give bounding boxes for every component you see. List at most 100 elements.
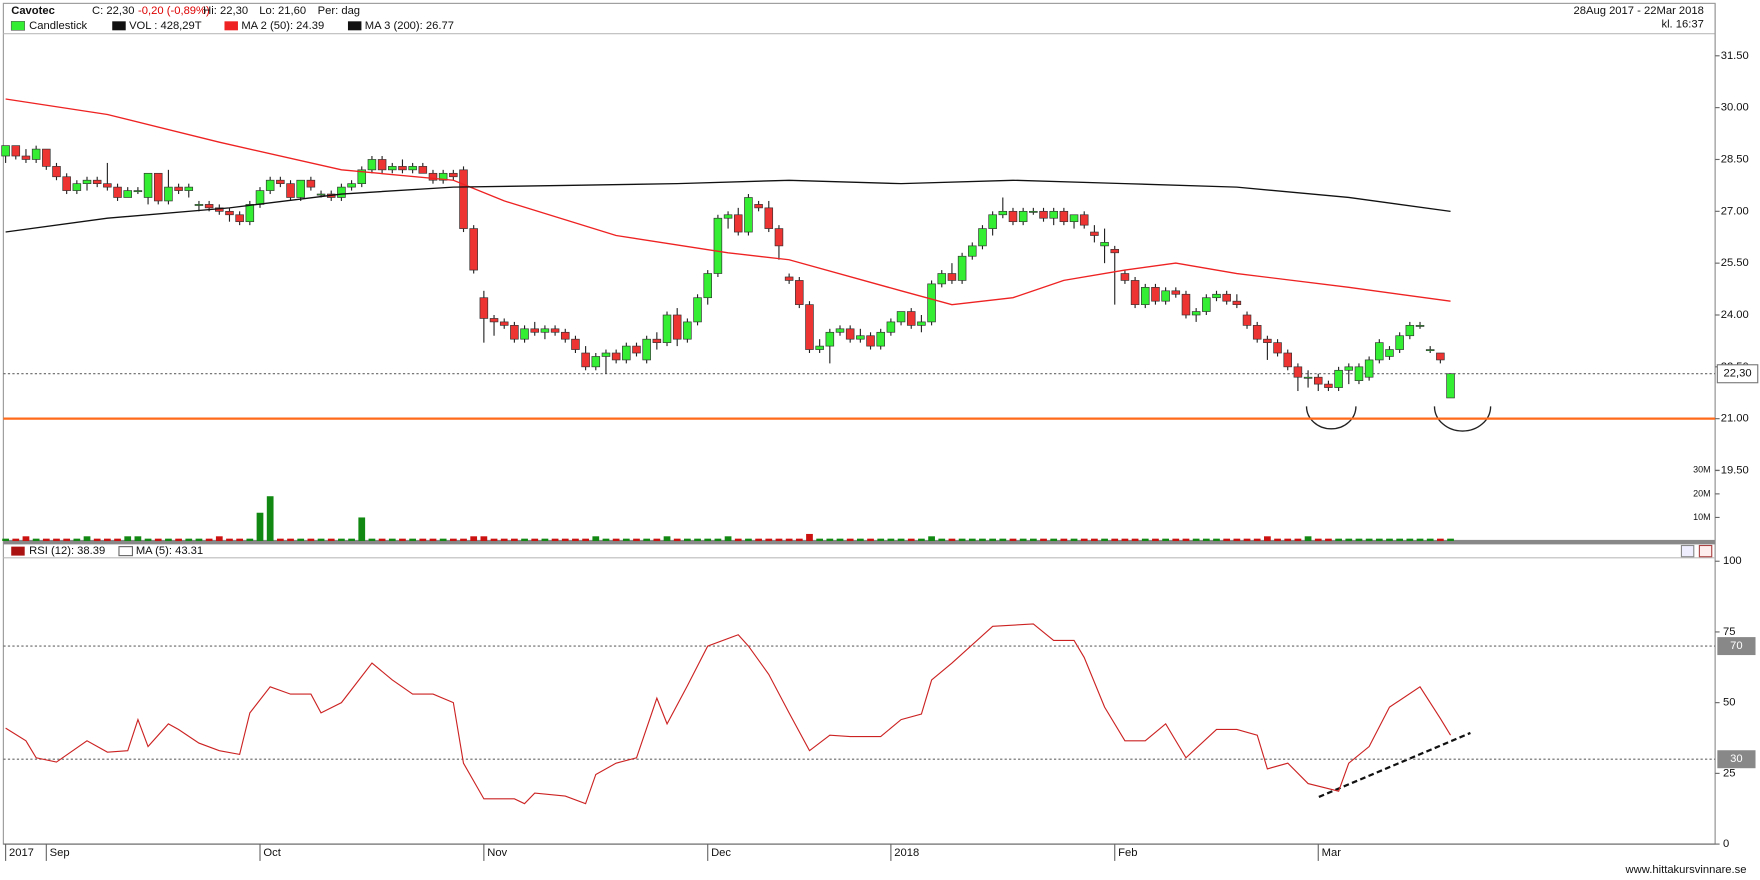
- volume-bar: [785, 538, 793, 542]
- volume-bar: [745, 538, 752, 542]
- legend-rsi[interactable]: RSI (12): 38.39: [29, 545, 105, 557]
- volume-bar: [856, 538, 864, 542]
- candle-body: [713, 217, 723, 274]
- legend-volume[interactable]: VOL : 428,29T: [129, 20, 202, 32]
- candle-body: [1263, 338, 1272, 343]
- candle-body: [896, 311, 906, 323]
- change: -0,20 (-0,89%): [138, 5, 210, 17]
- volume-bar: [551, 538, 559, 542]
- y-tick-label: 50: [1723, 697, 1735, 709]
- candle-body: [367, 159, 377, 171]
- candle-body: [1415, 325, 1425, 327]
- volume-bar: [1101, 538, 1108, 542]
- volume-bar: [633, 538, 640, 542]
- volume-bar: [1426, 538, 1434, 542]
- candle-body: [632, 345, 641, 354]
- volume-bar: [470, 536, 478, 542]
- candle-body: [1039, 210, 1048, 219]
- candle-body: [1324, 383, 1333, 388]
- series-line: [5, 623, 1452, 805]
- close-button[interactable]: [1698, 544, 1713, 558]
- candle-body: [174, 186, 183, 191]
- volume-bar: [1365, 538, 1373, 542]
- candle-body: [92, 179, 102, 185]
- candle-body: [876, 331, 885, 347]
- volume-bar: [1111, 538, 1119, 542]
- volume-bar: [1152, 538, 1159, 542]
- volume-bar: [53, 538, 60, 542]
- candle-body: [652, 338, 662, 343]
- volume-bar: [1091, 538, 1098, 542]
- candle-body: [184, 186, 194, 191]
- candle-body: [520, 328, 529, 340]
- volume-bar: [2, 538, 9, 542]
- legend-ma50[interactable]: MA 2 (50): 24.39: [241, 20, 324, 32]
- candle-body: [1334, 369, 1343, 388]
- candle-body: [1100, 242, 1109, 247]
- date-range: 28Aug 2017 - 22Mar 2018: [1574, 5, 1704, 17]
- candle-body: [235, 214, 244, 223]
- y-tick-label: 25: [1723, 767, 1735, 779]
- candle-body: [286, 183, 295, 198]
- volume-bar: [114, 538, 121, 542]
- volume-bar: [73, 538, 81, 542]
- candle-body: [968, 245, 977, 257]
- candle-body: [754, 204, 763, 209]
- candle-body: [1212, 293, 1221, 299]
- volume-bar: [938, 538, 946, 542]
- legend-ma200[interactable]: MA 3 (200): 26.77: [365, 20, 454, 32]
- candle-body: [418, 166, 428, 174]
- candle-body: [927, 283, 936, 323]
- volume-bar: [1396, 538, 1404, 542]
- candle-body: [1425, 349, 1435, 352]
- candle-body: [428, 172, 438, 181]
- candle-body: [1079, 214, 1089, 226]
- volume-bar: [877, 538, 885, 542]
- level-label: 70: [1730, 640, 1742, 652]
- candle-body: [937, 273, 947, 285]
- candle-body: [906, 311, 916, 326]
- candle-body: [438, 172, 448, 181]
- settings-button[interactable]: [1680, 544, 1695, 558]
- volume-bar: [205, 538, 213, 542]
- candle-body: [316, 193, 326, 196]
- volume-bar: [1009, 538, 1017, 542]
- volume-bar: [317, 538, 325, 542]
- legend-rsi-ma[interactable]: MA (5): 43.31: [136, 545, 203, 557]
- volume-bar: [256, 512, 264, 542]
- x-tick-label: Nov: [487, 847, 507, 859]
- volume-bar: [806, 533, 813, 542]
- volume-bar: [22, 536, 30, 542]
- candle-body: [52, 166, 61, 178]
- trend-line: [1318, 731, 1471, 798]
- volume-bar: [918, 538, 925, 542]
- volume-bar: [358, 517, 366, 542]
- volume-bar: [93, 538, 101, 542]
- candle-body: [103, 183, 112, 188]
- volume-bar: [602, 538, 610, 542]
- volume-bar: [622, 538, 630, 542]
- volume-bar: [846, 538, 854, 542]
- legend-candle[interactable]: Candlestick: [29, 20, 87, 32]
- volume-bar: [1029, 538, 1037, 542]
- candle-body: [642, 338, 651, 361]
- volume-bar: [948, 538, 956, 542]
- volume-bar: [419, 538, 427, 542]
- candle-body: [947, 273, 957, 281]
- volume-bar: [1447, 538, 1454, 542]
- candle-body: [866, 335, 875, 347]
- volume-bar: [541, 538, 549, 542]
- volume-bar: [409, 538, 417, 542]
- volume-tick-label: 30M: [1693, 465, 1710, 475]
- candle-body: [1008, 210, 1018, 223]
- candle-body: [1161, 290, 1170, 302]
- candle-body: [1029, 210, 1038, 213]
- candle-body: [998, 210, 1008, 216]
- volume-bar: [154, 538, 162, 542]
- volume-bar: [338, 538, 345, 542]
- volume-bar: [897, 538, 905, 542]
- candle-body: [764, 207, 774, 229]
- candle-body: [245, 204, 255, 223]
- x-tick-label: Feb: [1118, 847, 1137, 859]
- y-tick-label: 24.00: [1721, 309, 1749, 321]
